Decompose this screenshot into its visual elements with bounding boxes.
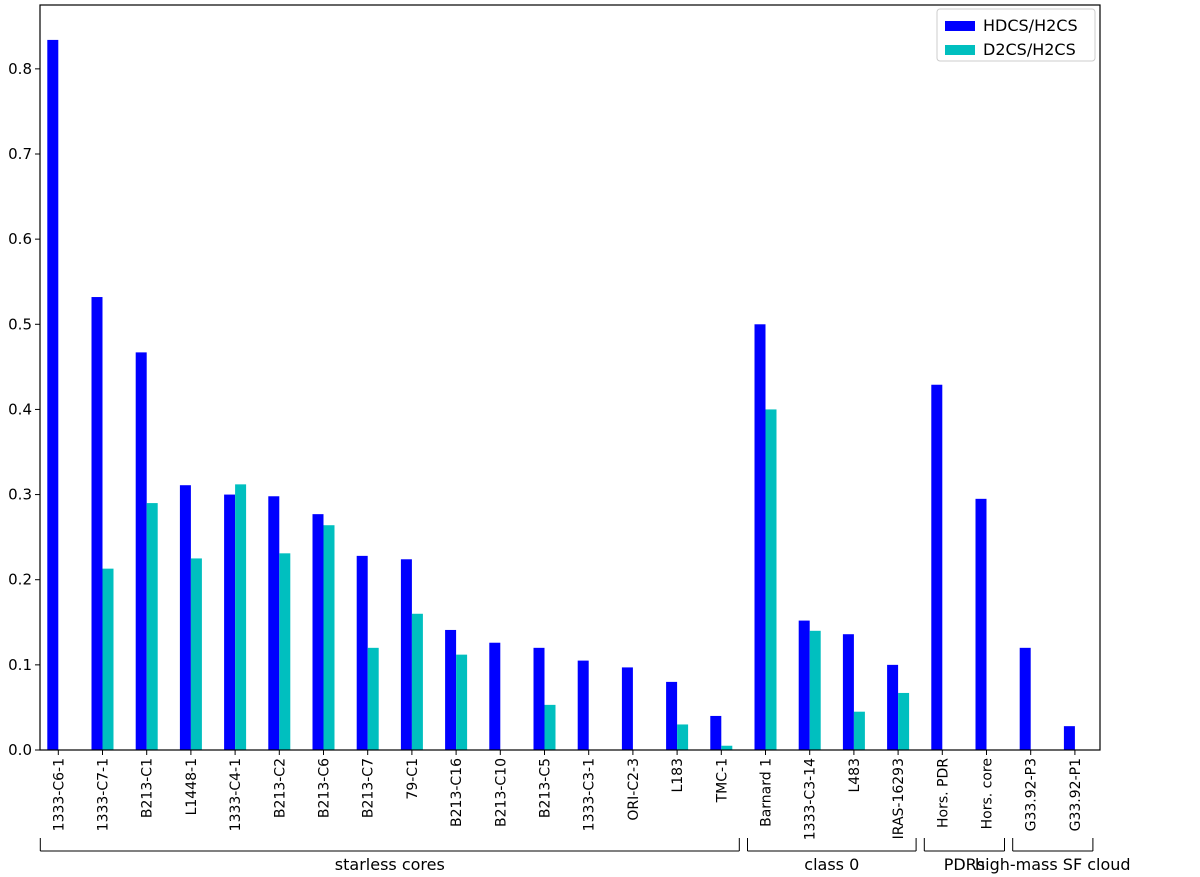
plot-frame [39,4,1101,751]
y-tick-label-7: 0.7 [8,145,32,163]
bar-d2cs-14 [677,724,689,750]
bar-hdcs-8 [400,559,412,750]
bar-hdcs-17 [798,620,810,750]
x-tick-label-13: ORI-C2-3 [626,758,642,821]
bar-d2cs-18 [853,711,865,750]
bar-d2cs-6 [323,525,335,750]
bar-hdcs-4 [224,494,236,750]
legend-swatch-0 [945,21,975,31]
x-tick-label-1: 1333-C7-1 [96,758,112,831]
group-label-3: high-mass SF cloud [975,855,1131,874]
x-tick-label-18: L483 [847,758,863,793]
bar-d2cs-11 [544,704,556,750]
bar-d2cs-17 [809,630,821,750]
bar-hdcs-9 [445,629,457,750]
bar-hdcs-5 [268,496,280,750]
bar-hdcs-0 [47,39,59,751]
bar-hdcs-14 [666,681,678,750]
x-tick-label-19: IRAS-16293 [891,758,907,839]
bar-d2cs-19 [898,692,910,750]
y-tick-label-0: 0.0 [8,741,32,759]
bar-hdcs-23 [1063,726,1075,750]
legend-box [936,8,1096,62]
x-tick-label-5: B213-C2 [272,758,288,818]
bar-d2cs-4 [235,484,247,750]
bar-hdcs-13 [621,667,633,750]
bar-hdcs-12 [577,660,589,750]
x-tick-label-15: TMC-1 [714,758,730,803]
y-tick-label-8: 0.8 [8,60,32,78]
x-tick-label-9: B213-C16 [449,758,465,827]
x-tick-label-8: 79-C1 [405,758,421,800]
bar-d2cs-1 [102,568,114,750]
x-tick-label-20: Hors. PDR [935,758,951,828]
bar-d2cs-3 [190,558,202,750]
x-tick-label-6: B213-C6 [317,758,333,818]
bar-d2cs-5 [279,553,291,750]
bar-d2cs-16 [765,409,777,750]
bar-hdcs-15 [710,715,722,750]
bar-hdcs-10 [489,642,501,750]
bar-hdcs-20 [931,384,943,750]
x-tick-label-11: B213-C5 [538,758,554,818]
bar-d2cs-8 [411,613,423,750]
legend-label-0: HDCS/H2CS [983,16,1078,35]
x-tick-label-14: L183 [670,758,686,793]
legend: HDCS/H2CS D2CS/H2CS [936,8,1096,62]
group-bracket-1 [747,838,917,852]
bar-d2cs-9 [456,654,468,750]
legend-label-1: D2CS/H2CS [983,40,1076,59]
x-tick-label-3: L1448-1 [184,758,200,815]
bar-hdcs-3 [179,485,191,750]
x-tick-label-7: B213-C7 [361,758,377,818]
bar-hdcs-18 [842,634,854,750]
bar-d2cs-2 [146,503,158,750]
bar-d2cs-15 [721,745,733,750]
x-axis: 1333-C6-1 1333-C7-1 B213-C1 L1448-1 1333-C4-… [51,750,1084,840]
group-bracket-3 [1012,838,1094,852]
y-tick-label-4: 0.4 [8,400,32,418]
x-tick-label-22: G33.92-P3 [1024,758,1040,831]
bar-hdcs-6 [312,514,324,750]
x-tick-label-16: Barnard 1 [759,758,775,827]
x-tick-label-12: 1333-C3-1 [582,758,598,831]
y-tick-label-1: 0.1 [8,656,32,674]
y-tick-label-5: 0.5 [8,315,32,333]
legend-swatch-1 [945,45,975,55]
y-tick-label-2: 0.2 [8,571,32,589]
x-tick-label-23: G33.92-P1 [1068,758,1084,831]
bar-hdcs-19 [887,664,899,750]
x-tick-label-0: 1333-C6-1 [51,758,67,831]
bars-layer [47,39,1075,751]
bar-hdcs-16 [754,324,766,750]
group-bracket-0 [39,838,740,852]
x-tick-label-21: Hors. core [980,758,996,829]
bar-hdcs-22 [1019,647,1031,750]
bar-d2cs-7 [367,647,379,750]
bar-hdcs-11 [533,647,545,750]
bar-hdcs-2 [135,352,147,750]
bar-hdcs-7 [356,555,368,750]
bar-hdcs-1 [91,297,103,750]
y-tick-label-6: 0.6 [8,230,32,248]
group-bracket-2 [923,838,1005,852]
x-tick-label-4: 1333-C4-1 [228,758,244,831]
bar-hdcs-21 [975,498,987,750]
y-axis: 0.0 0.1 0.2 0.3 0.4 0.5 0.6 0.7 0.8 [8,60,40,759]
group-label-2: PDRs [944,855,985,874]
group-label-1: class 0 [804,855,859,874]
y-tick-label-3: 0.3 [8,486,32,504]
x-tick-label-10: B213-C10 [493,758,509,827]
x-tick-label-17: 1333-C3-14 [803,758,819,840]
x-tick-label-2: B213-C1 [140,758,156,818]
group-label-0: starless cores [335,855,445,874]
